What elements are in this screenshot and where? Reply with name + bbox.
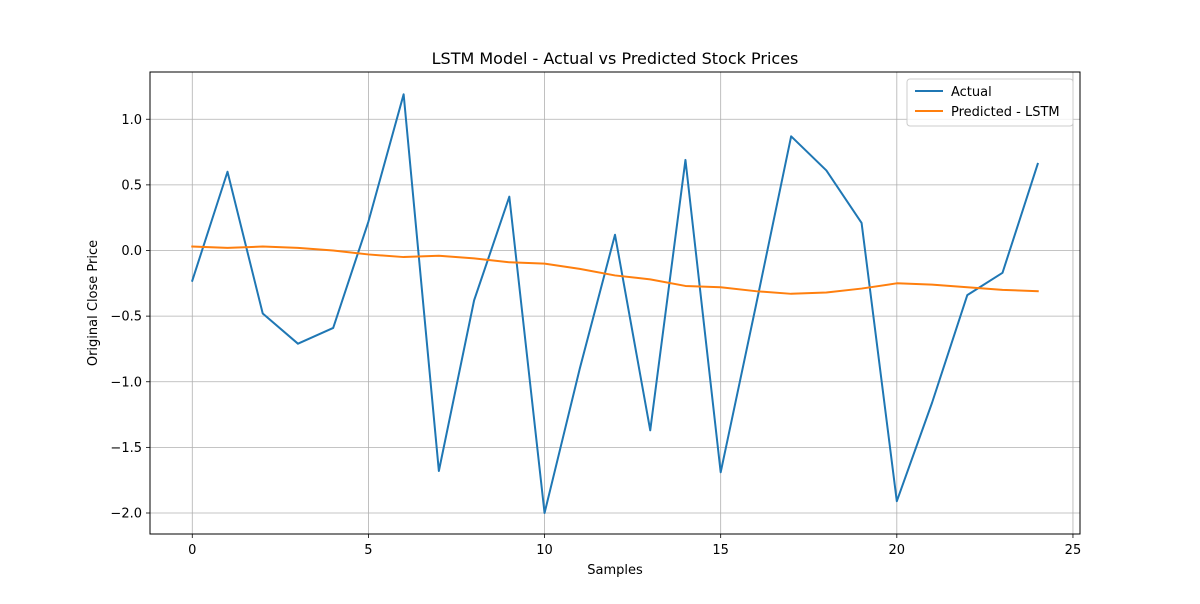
legend-box: [906, 78, 1074, 127]
x-tick-label: 0: [188, 543, 196, 558]
y-tick-label: −2.0: [110, 507, 142, 522]
x-tick-label: 5: [364, 543, 372, 558]
x-tick-label: 20: [889, 543, 906, 558]
series-line-predicted-lstm: [191, 245, 1039, 295]
x-tick-label: 10: [536, 543, 553, 558]
y-tick-label: 0.5: [121, 178, 142, 193]
series-layer: [191, 93, 1039, 514]
y-tick-label: −0.5: [110, 310, 142, 325]
x-tick-label: 15: [712, 543, 729, 558]
series-line-actual: [191, 93, 1039, 514]
legend-label: Actual: [951, 85, 992, 100]
x-tick-label: 25: [1065, 543, 1082, 558]
y-tick-label: 0.0: [121, 244, 142, 259]
y-tick-label: 1.0: [121, 113, 142, 128]
plot-frame: [149, 71, 1081, 535]
y-tick-label: −1.0: [110, 375, 142, 390]
y-tick-label: −1.5: [110, 441, 142, 456]
legend-label: Predicted - LSTM: [951, 105, 1060, 120]
x-axis-label: Samples: [587, 563, 643, 578]
chart-title: LSTM Model - Actual vs Predicted Stock P…: [432, 49, 799, 68]
tick-layer: 0 5 10 15 20 25 1.0 0.5 0.0 −0.5 −1.0 −1.5 −2.0: [110, 113, 1081, 558]
legend: Actual Predicted - LSTM: [906, 78, 1074, 127]
y-axis-label: Original Close Price: [86, 240, 101, 366]
